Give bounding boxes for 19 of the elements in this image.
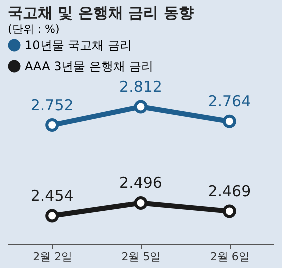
data-label: 2.812 [120, 78, 162, 96]
x-tick-label: 2월 6일 [210, 250, 250, 264]
data-label: 2.764 [208, 92, 252, 111]
point [222, 114, 236, 128]
legend-label: 10년물 국고채 금리 [25, 38, 132, 52]
point [222, 204, 236, 218]
point [134, 100, 148, 114]
point [46, 209, 60, 223]
point [46, 118, 60, 132]
chart-title: 국고채 및 은행채 금리 동향 [8, 4, 194, 22]
chart-subtitle: (단위 : %) [8, 23, 60, 36]
legend-label: AAA 3년물 은행채 금리 [25, 60, 154, 74]
data-label: 2.469 [208, 182, 252, 200]
x-tick-label: 2월 5일 [122, 250, 162, 264]
data-label: 2.752 [30, 96, 74, 114]
data-label: 2.454 [30, 187, 74, 205]
data-label: 2.496 [120, 174, 162, 192]
x-tick-label: 2월 2일 [33, 250, 73, 264]
point [134, 196, 148, 210]
